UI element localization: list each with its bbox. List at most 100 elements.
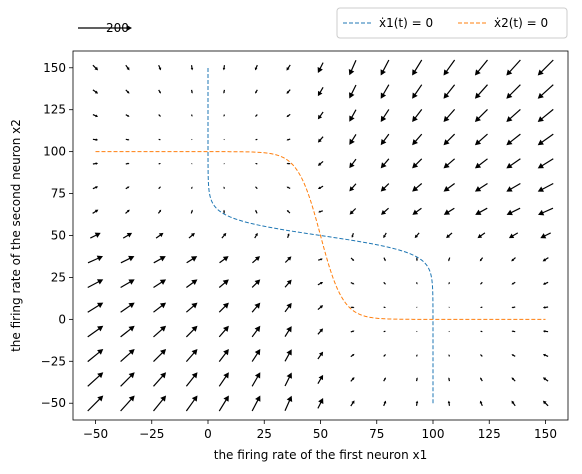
quiver-arrow bbox=[443, 183, 455, 192]
quiver-arrow bbox=[190, 209, 193, 214]
quiver-arrow bbox=[480, 354, 483, 357]
quiver-arrow bbox=[120, 325, 135, 338]
y-tick-label: −25 bbox=[41, 354, 66, 368]
quiver-arrow bbox=[284, 256, 292, 263]
quiver-arrow bbox=[537, 59, 554, 76]
quiver-arrow bbox=[447, 400, 451, 406]
quiver-arrow bbox=[185, 395, 198, 412]
quiver-arrow bbox=[317, 111, 324, 120]
quiver-arrow bbox=[286, 186, 291, 189]
quiver-arrow bbox=[448, 330, 450, 333]
y-tick-label: 25 bbox=[51, 270, 66, 284]
quiver-arrow bbox=[158, 186, 161, 190]
quiver-arrow bbox=[87, 349, 104, 363]
quiver-arrow bbox=[255, 114, 258, 117]
quiver-arrow bbox=[284, 326, 292, 337]
quiver-arrow bbox=[254, 232, 258, 239]
quiver-arrow bbox=[92, 138, 99, 141]
quiver-arrow bbox=[537, 182, 554, 192]
x1-nullcline bbox=[207, 67, 434, 404]
legend-entry-x2-nullcline: ẋ2(t) = 0 bbox=[494, 16, 548, 30]
quiver-arrow bbox=[120, 372, 135, 387]
quiver-arrow bbox=[474, 133, 488, 146]
quiver-key-arrow bbox=[78, 25, 132, 31]
quiver-arrow bbox=[383, 377, 386, 382]
quiver-arrow bbox=[383, 281, 386, 285]
quiver-arrow bbox=[218, 279, 229, 288]
quiver-arrow bbox=[380, 84, 390, 99]
quiver-arrow bbox=[383, 257, 386, 262]
quiver-arrow bbox=[190, 114, 193, 117]
quiver-arrow bbox=[448, 257, 451, 262]
quiver-arrow bbox=[223, 89, 226, 94]
x-tick-label: 125 bbox=[478, 427, 501, 441]
quiver-arrow bbox=[380, 158, 390, 169]
y-tick-label: −50 bbox=[41, 396, 66, 410]
quiver-arrow bbox=[477, 232, 486, 239]
x-tick-label: −25 bbox=[139, 427, 164, 441]
quiver-arrow bbox=[542, 306, 549, 309]
quiver-arrow bbox=[537, 133, 554, 146]
legend: ẋ1(t) = 0 ẋ2(t) = 0 bbox=[336, 7, 568, 39]
quiver-key: 200 bbox=[78, 21, 132, 35]
quiver-arrow bbox=[350, 377, 355, 382]
quiver-arrow bbox=[317, 328, 324, 335]
quiver-arrow bbox=[286, 113, 291, 118]
quiver-arrow bbox=[446, 232, 453, 239]
quiver-arrow bbox=[511, 354, 516, 357]
x-axis-ticks: −50 −25 0 25 50 75 100 125 150 bbox=[83, 420, 557, 441]
quiver-arrow bbox=[475, 207, 488, 215]
quiver-arrow bbox=[218, 395, 229, 412]
quiver-arrow bbox=[284, 302, 292, 313]
quiver-arrow bbox=[125, 64, 130, 71]
quiver-arrow bbox=[506, 158, 521, 169]
quiver-arrow bbox=[416, 330, 418, 333]
y-tick-label: 100 bbox=[43, 145, 66, 159]
quiver-arrow bbox=[120, 395, 135, 412]
x-tick-label: 100 bbox=[422, 427, 445, 441]
quiver-arrow bbox=[479, 400, 483, 407]
y-axis-label: the firing rate of the second neuron x2 bbox=[9, 119, 23, 352]
quiver-arrow bbox=[120, 349, 135, 363]
quiver-arrow bbox=[92, 89, 99, 94]
legend-box bbox=[336, 7, 568, 39]
quiver-arrow bbox=[480, 330, 483, 333]
quiver-arrow bbox=[416, 257, 418, 262]
quiver-arrow bbox=[87, 395, 104, 412]
vector-field bbox=[87, 59, 554, 412]
quiver-arrow bbox=[412, 158, 423, 169]
quiver-arrow bbox=[474, 84, 488, 99]
quiver-arrow bbox=[317, 374, 324, 385]
y-tick-label: 150 bbox=[43, 61, 66, 75]
quiver-arrow bbox=[474, 158, 488, 169]
quiver-arrow bbox=[415, 400, 419, 406]
quiver-arrow bbox=[255, 89, 258, 94]
quiver-arrow bbox=[443, 84, 456, 99]
quiver-arrow bbox=[92, 64, 99, 71]
quiver-arrow bbox=[511, 330, 516, 333]
y-tick-label: 0 bbox=[58, 312, 66, 326]
quiver-arrow bbox=[380, 59, 390, 76]
quiver-arrow bbox=[412, 109, 423, 122]
quiver-arrow bbox=[506, 182, 521, 192]
quiver-arrow bbox=[317, 86, 324, 97]
quiver-arrow bbox=[416, 306, 418, 308]
quiver-arrow bbox=[349, 134, 357, 145]
quiver-arrow bbox=[412, 133, 423, 146]
quiver-arrow bbox=[506, 59, 521, 76]
quiver-arrow bbox=[251, 325, 261, 338]
quiver-arrow bbox=[222, 65, 226, 71]
quiver-arrow bbox=[284, 279, 292, 288]
quiver-arrow bbox=[223, 138, 225, 141]
quiver-arrow bbox=[223, 186, 225, 189]
quiver-arrow bbox=[350, 330, 355, 333]
quiver-arrow bbox=[186, 279, 198, 288]
quiver-arrow bbox=[412, 84, 423, 99]
legend-entry-x1-nullcline: ẋ1(t) = 0 bbox=[379, 16, 433, 30]
quiver-arrow bbox=[125, 209, 130, 214]
y-axis-ticks: −50 −25 0 25 50 75 100 125 150 bbox=[41, 61, 73, 410]
quiver-arrow bbox=[511, 281, 516, 285]
x-tick-label: 150 bbox=[534, 427, 557, 441]
quiver-arrow bbox=[92, 186, 99, 190]
quiver-arrow bbox=[349, 183, 357, 192]
